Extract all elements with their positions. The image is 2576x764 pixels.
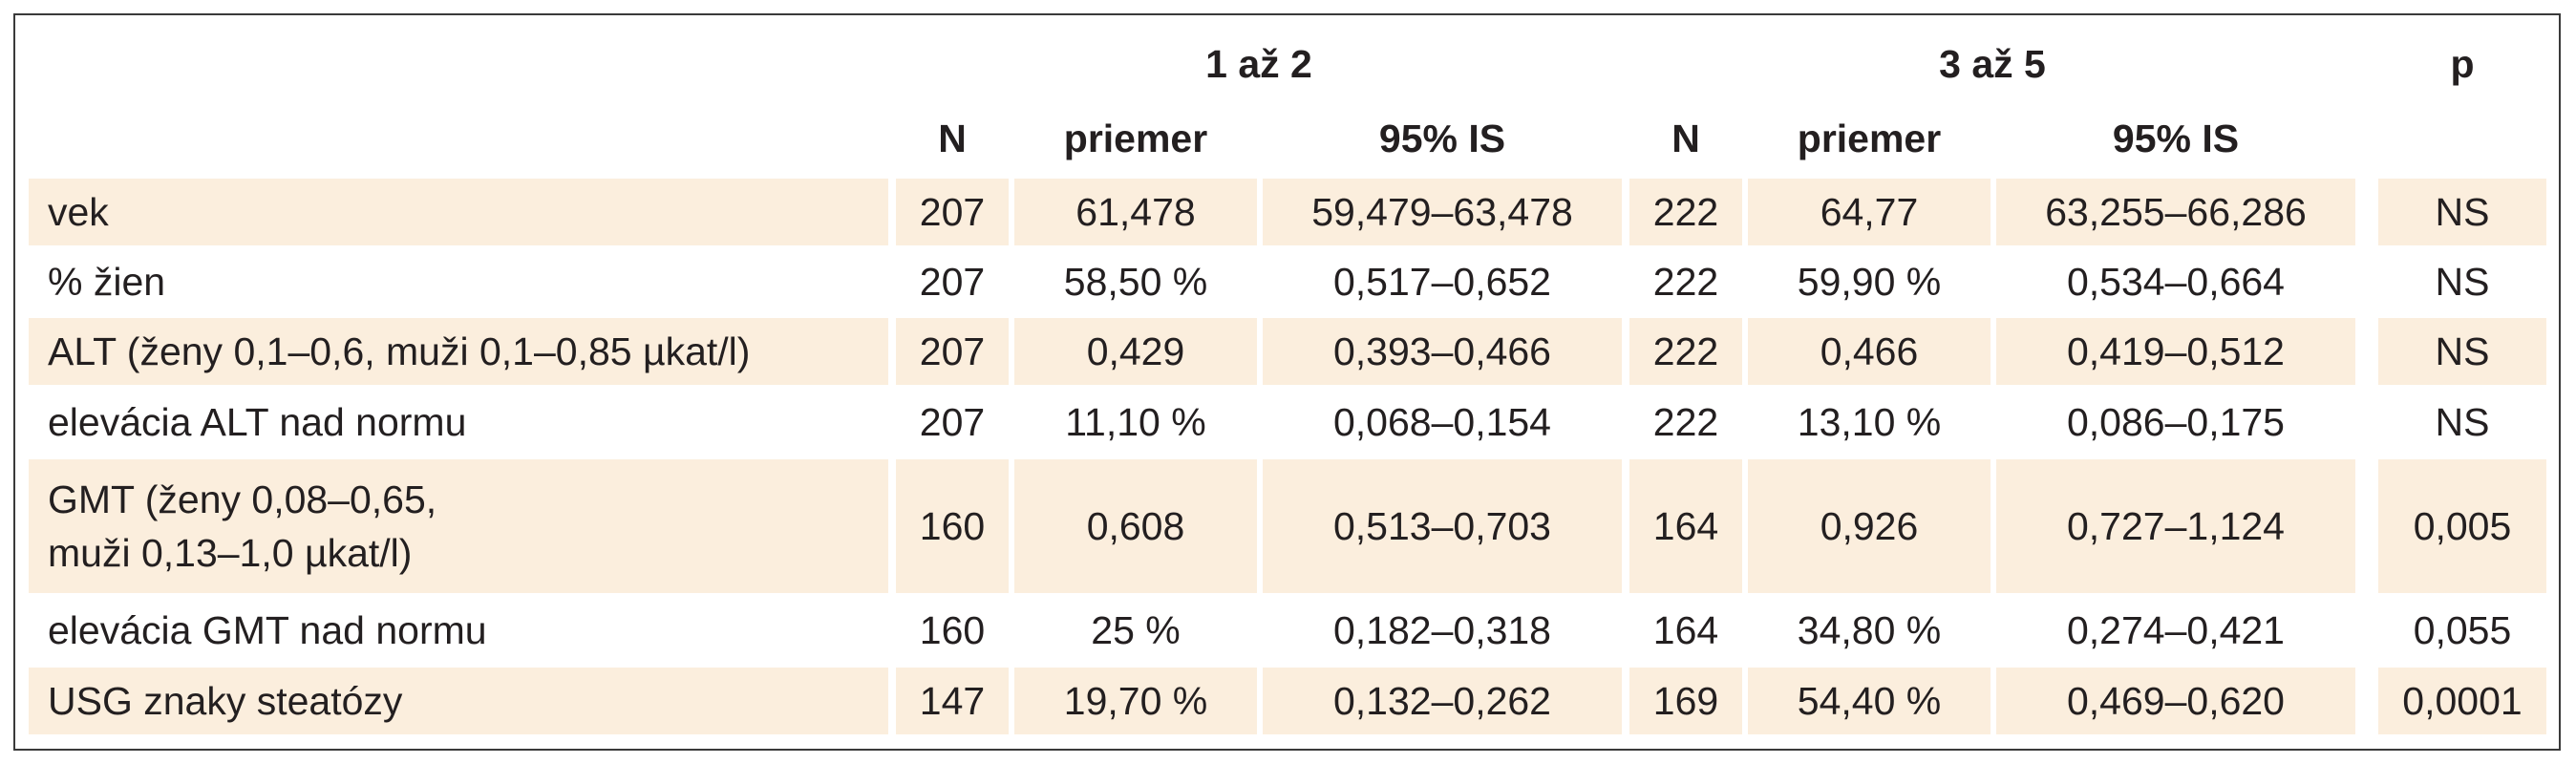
cell-ci-2: 0,727–1,124 bbox=[1996, 459, 2355, 593]
cell-ci-1: 0,393–0,466 bbox=[1263, 318, 1622, 385]
cell-ci-1: 0,132–0,262 bbox=[1263, 668, 1622, 734]
row-label-line-2: muži 0,13–1,0 µkat/l) bbox=[48, 531, 413, 575]
row-label: GMT (ženy 0,08–0,65, muži 0,13–1,0 µkat/… bbox=[29, 459, 888, 593]
cell-mean-1: 19,70 % bbox=[1014, 668, 1257, 734]
cell-n-1: 160 bbox=[896, 459, 1009, 593]
table-column-header-row: N priemer 95% IS N priemer 95% IS bbox=[15, 105, 2559, 172]
cell-ci-1: 0,513–0,703 bbox=[1263, 459, 1622, 593]
table-row: GMT (ženy 0,08–0,65, muži 0,13–1,0 µkat/… bbox=[15, 459, 2559, 593]
cell-n-1: 160 bbox=[919, 608, 986, 652]
cell-n-1: 207 bbox=[919, 260, 986, 304]
cell-ci-2: 0,469–0,620 bbox=[1996, 668, 2355, 734]
cell-n-1: 207 bbox=[896, 318, 1009, 385]
cell-ci-2: 0,534–0,664 bbox=[2066, 260, 2285, 304]
row-label: USG znaky steatózy bbox=[29, 668, 888, 734]
cell-ci-2: 0,274–0,421 bbox=[2066, 608, 2285, 652]
table-row: USG znaky steatózy 147 19,70 % 0,132–0,2… bbox=[15, 668, 2559, 734]
row-label: elevácia ALT nad normu bbox=[48, 400, 467, 444]
cell-n-1: 207 bbox=[919, 400, 986, 444]
cell-ci-2: 63,255–66,286 bbox=[1996, 179, 2355, 245]
cell-mean-1: 58,50 % bbox=[1063, 260, 1208, 304]
group-header-1-2: 1 až 2 bbox=[1205, 42, 1312, 86]
cell-ci-1: 0,068–0,154 bbox=[1332, 400, 1551, 444]
cell-n-2: 169 bbox=[1629, 668, 1742, 734]
cell-ci-1: 0,182–0,318 bbox=[1332, 608, 1551, 652]
cell-n-2: 222 bbox=[1629, 318, 1742, 385]
table-row: vek 207 61,478 59,479–63,478 222 64,77 6… bbox=[15, 179, 2559, 245]
cell-p: 0,0001 bbox=[2378, 668, 2546, 734]
cell-ci-1: 59,479–63,478 bbox=[1263, 179, 1622, 245]
cell-mean-2: 34,80 % bbox=[1797, 608, 1942, 652]
col-header-n-2: N bbox=[1671, 117, 1700, 160]
cell-mean-2: 0,926 bbox=[1748, 459, 1991, 593]
cell-ci-2: 0,419–0,512 bbox=[1996, 318, 2355, 385]
cell-mean-2: 59,90 % bbox=[1797, 260, 1942, 304]
cell-n-2: 222 bbox=[1652, 260, 1719, 304]
col-header-mean-1: priemer bbox=[1063, 117, 1208, 160]
table-group-header-row: 1 až 2 3 až 5 p bbox=[15, 23, 2559, 105]
cell-mean-2: 13,10 % bbox=[1797, 400, 1942, 444]
cell-ci-2: 0,086–0,175 bbox=[2066, 400, 2285, 444]
cell-mean-1: 11,10 % bbox=[1065, 400, 1206, 444]
col-header-ci-2: 95% IS bbox=[2112, 117, 2240, 160]
cell-mean-1: 0,429 bbox=[1014, 318, 1257, 385]
row-label: ALT (ženy 0,1–0,6, muži 0,1–0,85 µkat/l) bbox=[29, 318, 888, 385]
cell-mean-1: 61,478 bbox=[1014, 179, 1257, 245]
cell-ci-1: 0,517–0,652 bbox=[1332, 260, 1551, 304]
cell-n-2: 164 bbox=[1652, 608, 1719, 652]
cell-mean-1: 0,608 bbox=[1014, 459, 1257, 593]
group-header-3-5: 3 až 5 bbox=[1939, 42, 2046, 86]
cell-p: NS bbox=[2378, 179, 2546, 245]
col-header-mean-2: priemer bbox=[1797, 117, 1942, 160]
cell-mean-2: 54,40 % bbox=[1748, 668, 1991, 734]
row-label: % žien bbox=[48, 260, 166, 304]
cell-mean-2: 64,77 bbox=[1748, 179, 1991, 245]
cell-n-2: 222 bbox=[1652, 400, 1719, 444]
cell-p: NS bbox=[2435, 400, 2490, 444]
table-row: % žien 207 58,50 % 0,517–0,652 222 59,90… bbox=[15, 249, 2559, 314]
cell-mean-2: 0,466 bbox=[1748, 318, 1991, 385]
cell-n-2: 164 bbox=[1629, 459, 1742, 593]
row-label: elevácia GMT nad normu bbox=[48, 608, 487, 652]
cell-mean-1: 25 % bbox=[1091, 608, 1181, 652]
cell-p: NS bbox=[2378, 318, 2546, 385]
cell-p: NS bbox=[2435, 260, 2490, 304]
cell-p: 0,055 bbox=[2413, 608, 2512, 652]
data-table: 1 až 2 3 až 5 p N priemer 95% IS N priem… bbox=[13, 13, 2561, 751]
p-header: p bbox=[2450, 42, 2475, 86]
cell-p: 0,005 bbox=[2378, 459, 2546, 593]
table-row: elevácia ALT nad normu 207 11,10 % 0,068… bbox=[15, 389, 2559, 456]
col-header-ci-1: 95% IS bbox=[1378, 117, 1506, 160]
col-header-n-1: N bbox=[938, 117, 967, 160]
cell-n-1: 207 bbox=[896, 179, 1009, 245]
row-label: vek bbox=[29, 179, 888, 245]
cell-n-1: 147 bbox=[896, 668, 1009, 734]
cell-n-2: 222 bbox=[1629, 179, 1742, 245]
table-row: ALT (ženy 0,1–0,6, muži 0,1–0,85 µkat/l)… bbox=[15, 318, 2559, 385]
row-label-line-1: GMT (ženy 0,08–0,65, bbox=[48, 478, 437, 521]
table-row: elevácia GMT nad normu 160 25 % 0,182–0,… bbox=[15, 597, 2559, 664]
